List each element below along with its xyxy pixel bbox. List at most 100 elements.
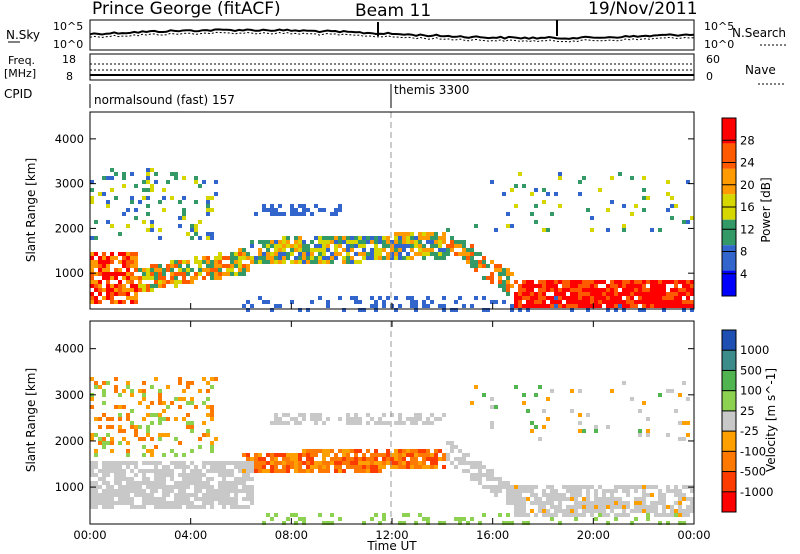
heatmap-cell (622, 228, 626, 232)
heatmap-cell (482, 296, 486, 300)
heatmap-cell (262, 240, 266, 244)
heatmap-cell (150, 276, 154, 280)
heatmap-cell (506, 513, 510, 517)
heatmap-cell (330, 256, 334, 260)
heatmap-cell (602, 300, 606, 304)
heatmap-cell (582, 509, 586, 513)
heatmap-cell (350, 296, 354, 300)
heatmap-cell (242, 481, 246, 485)
heatmap-cell (90, 493, 94, 497)
heatmap-cell (106, 469, 110, 473)
heatmap-cell (422, 457, 426, 461)
heatmap-cell (294, 469, 298, 473)
heatmap-cell (310, 260, 314, 264)
heatmap-cell (538, 288, 542, 292)
heatmap-cell (198, 485, 202, 489)
heatmap-cell (454, 252, 458, 256)
heatmap-cell (110, 292, 114, 296)
heatmap-cell (186, 272, 190, 276)
heatmap-cell (322, 260, 326, 264)
heatmap-cell (134, 485, 138, 489)
heatmap-cell (146, 481, 150, 485)
heatmap-cell (214, 489, 218, 493)
heatmap-cell (518, 296, 522, 300)
heatmap-cell (318, 417, 322, 421)
heatmap-cell (114, 473, 118, 477)
heatmap-cell (570, 308, 574, 312)
heatmap-cell (570, 497, 574, 501)
heatmap-cell (138, 469, 142, 473)
heatmap-cell (106, 501, 110, 505)
heatmap-cell (678, 280, 682, 284)
heatmap-cell (282, 240, 286, 244)
heatmap-cell (506, 276, 510, 280)
heatmap-cell (370, 248, 374, 252)
heatmap-cell (554, 497, 558, 501)
heatmap-cell (374, 248, 378, 252)
heatmap-cell (422, 256, 426, 260)
heatmap-cell (126, 489, 130, 493)
heatmap-cell (250, 497, 254, 501)
heatmap-cell (226, 497, 230, 501)
heatmap-cell (682, 220, 686, 224)
heatmap-cell (150, 228, 154, 232)
heatmap-cell (518, 497, 522, 501)
heatmap-cell (682, 497, 686, 501)
heatmap-cell (90, 188, 94, 192)
heatmap-cell (690, 288, 694, 292)
heatmap-cell (638, 284, 642, 288)
heatmap-cell (482, 256, 486, 260)
heatmap-cell (594, 284, 598, 288)
heatmap-cell (98, 441, 102, 445)
heatmap-cell (150, 489, 154, 493)
heatmap-cell (574, 489, 578, 493)
heatmap-cell (146, 180, 150, 184)
heatmap-cell (330, 252, 334, 256)
heatmap-cell (314, 421, 318, 425)
heatmap-cell (270, 212, 274, 216)
heatmap-cell (298, 465, 302, 469)
heatmap-cell (226, 264, 230, 268)
heatmap-cell (630, 300, 634, 304)
heatmap-cell (118, 413, 122, 417)
heatmap-cell (670, 216, 674, 220)
heatmap-cell (266, 208, 270, 212)
heatmap-cell (618, 300, 622, 304)
heatmap-cell (162, 481, 166, 485)
heatmap-cell (366, 252, 370, 256)
heatmap-cell (266, 244, 270, 248)
heatmap-cell (282, 252, 286, 256)
heatmap-cell (210, 477, 214, 481)
heatmap-cell (218, 501, 222, 505)
heatmap-cell (534, 497, 538, 501)
heatmap-cell (666, 433, 670, 437)
heatmap-cell (686, 421, 690, 425)
heatmap-cell (614, 288, 618, 292)
heatmap-cell (142, 284, 146, 288)
heatmap-cell (230, 497, 234, 501)
heatmap-cell (550, 280, 554, 284)
heatmap-cell (654, 485, 658, 489)
heatmap-cell (654, 280, 658, 284)
heatmap-cell (586, 308, 590, 312)
heatmap-cell (114, 489, 118, 493)
heatmap-cell (206, 260, 210, 264)
heatmap-cell (190, 401, 194, 405)
heatmap-cell (490, 280, 494, 284)
heatmap-cell (482, 308, 486, 312)
heatmap-cell (682, 304, 686, 308)
heatmap-cell (682, 421, 686, 425)
heatmap-cell (94, 220, 98, 224)
heatmap-cell (674, 296, 678, 300)
heatmap-cell (502, 272, 506, 276)
heatmap-cell (490, 485, 494, 489)
heatmap-cell (394, 256, 398, 260)
heatmap-cell (450, 441, 454, 445)
heatmap-cell (450, 236, 454, 240)
heatmap-cell (322, 248, 326, 252)
heatmap-cell (174, 260, 178, 264)
heatmap-cell (94, 284, 98, 288)
heatmap-cell (554, 192, 558, 196)
heatmap-cell (366, 421, 370, 425)
heatmap-cell (270, 461, 274, 465)
